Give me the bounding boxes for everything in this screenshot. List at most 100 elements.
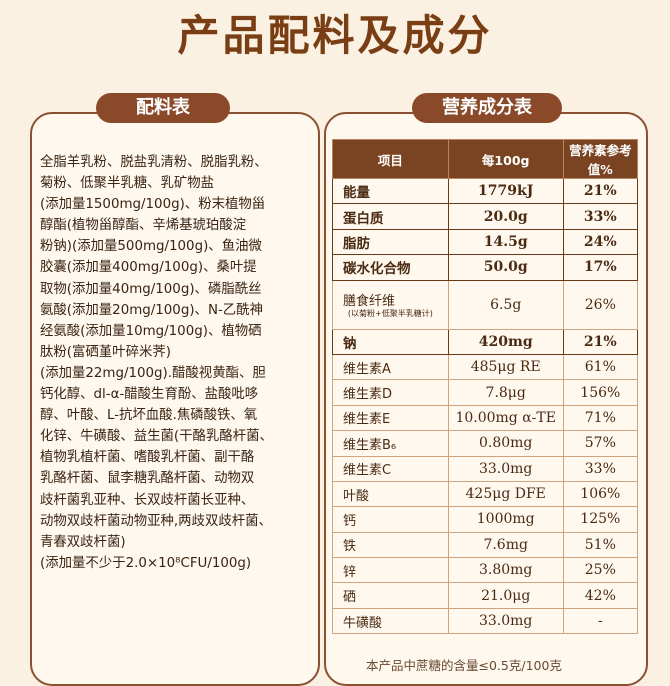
ingredients-line: 醇、叶酸、L-抗坏血酸.焦磷酸铁、氧 — [40, 408, 258, 424]
nutrient-name: 硒 — [332, 582, 449, 609]
nutrient-name-text: 硒 — [343, 590, 357, 606]
nutrient-nrv: 51% — [562, 531, 639, 559]
nutrient-name-text: 牛磺酸 — [343, 615, 383, 631]
ingredients-line: 氨酸(添加量20mg/100g)、N-乙酰神 — [40, 302, 263, 318]
nutrient-name: 维生素C — [332, 455, 449, 482]
nutrient-per100g: 6.5g — [447, 279, 564, 330]
ingredients-line: 粉钠)(添加量500mg/100g)、鱼油微 — [40, 239, 262, 255]
page-title: 产品配料及成分 — [177, 11, 493, 60]
ingredients-line: (添加量1500mg/100g)、粉末植物甾 — [40, 197, 266, 213]
nutrient-per100g: 485μg RE — [447, 353, 564, 381]
nutrient-nrv: 125% — [562, 506, 639, 533]
nutrient-nrv: 71% — [562, 404, 639, 432]
nutrient-name-text: 维生素A — [343, 361, 391, 377]
nutrient-per100g: 425μg DFE — [447, 480, 564, 508]
nutrient-per100g: 7.8μg — [447, 379, 564, 406]
nutrition-table: 项目 每100g 营养素参考值% 能量 1779kJ 21% 蛋白质 20.0g 33% 脂… — [332, 139, 639, 635]
ingredients-header: 配料表 — [96, 93, 230, 123]
nutrient-name-text: 叶酸 — [343, 488, 370, 504]
nutrition-row: 硒 21.0μg 42% — [332, 582, 639, 609]
nutrition-row: 维生素E 10.00mg α-TE 71% — [332, 404, 639, 432]
nutrient-name-text: 蛋白质 — [343, 210, 384, 227]
nutrition-table-header-row: 项目 每100g 营养素参考值% — [332, 139, 639, 179]
nutrient-nrv: 26% — [562, 279, 639, 330]
nutrient-per100g: 33.0mg — [447, 607, 564, 635]
nutrient-name: 蛋白质 — [332, 203, 449, 230]
nutrient-name-text: 维生素D — [343, 387, 393, 403]
nutrition-row: 碳水化合物 50.0g 17% — [332, 254, 639, 281]
ingredients-panel — [30, 112, 320, 686]
ingredients-line: 全脂羊乳粉、脱盐乳清粉、脱脂乳粉、 — [40, 155, 268, 170]
nutrient-per100g: 1000mg — [447, 506, 564, 533]
ingredients-line: 钙化醇、dl-α-醋酸生育酚、盐酸吡哆 — [40, 387, 259, 403]
nutrient-nrv: 24% — [562, 228, 639, 256]
ingredients-line: 醇酯(植物甾醇酯、辛烯基琥珀酸淀 — [40, 218, 247, 234]
ingredients-line: 经氨酸(添加量10mg/100g)、植物硒 — [40, 323, 262, 339]
ingredients-line: 取物(添加量40mg/100g)、磷脂酰丝 — [40, 281, 262, 297]
ingredients-line: 化锌、牛磺酸、益生菌(干酪乳酪杆菌、 — [40, 429, 273, 445]
nutrient-per100g: 0.80mg — [447, 430, 564, 457]
nutrient-name-text: 钙 — [343, 513, 357, 529]
nutrient-name-text: 脂肪 — [343, 235, 370, 252]
ingredients-line: (添加量不少于2.0×10⁸CFU/100g) — [40, 555, 252, 571]
nutrition-row: 维生素D 7.8μg 156% — [332, 379, 639, 406]
ingredients-line: 歧杆菌乳亚种、长双歧杆菌长亚种、 — [40, 492, 255, 508]
nutrient-per100g: 21.0μg — [447, 582, 564, 609]
nutrient-note: (以菊粉+低聚半乳糖计) — [347, 309, 433, 319]
nutrient-per100g: 420mg — [447, 328, 564, 355]
nutrient-name-text: 锌 — [343, 564, 357, 580]
nutrient-per100g: 7.6mg — [447, 531, 564, 559]
nutrition-row: 脂肪 14.5g 24% — [332, 228, 639, 256]
nutrient-per100g: 10.00mg α-TE — [447, 404, 564, 432]
nutrition-header: 营养成分表 — [412, 93, 562, 123]
nutrition-row: 维生素C 33.0mg 33% — [332, 455, 639, 482]
nutrition-row: 钠 420mg 21% — [332, 328, 639, 355]
nutrient-nrv: 21% — [562, 177, 639, 205]
nutrition-row: 钙 1000mg 125% — [332, 506, 639, 533]
nutrient-name-text: 维生素B₆ — [343, 437, 397, 453]
column-header-item: 项目 — [332, 139, 449, 179]
nutrition-row: 叶酸 425μg DFE 106% — [332, 480, 639, 508]
nutrient-name-text: 铁 — [343, 539, 357, 555]
ingredients-text: 全脂羊乳粉、脱盐乳清粉、脱脂乳粉、 菊粉、低聚半乳糖、乳矿物盐 (添加量1500… — [40, 152, 312, 574]
nutrient-name: 钙 — [332, 506, 449, 533]
nutrient-name: 维生素A — [332, 353, 449, 381]
ingredients-line: 胶囊(添加量400mg/100g)、桑叶提 — [40, 260, 257, 276]
nutrient-name: 维生素B₆ — [332, 430, 449, 457]
nutrient-name: 维生素E — [332, 404, 449, 432]
nutrient-name-text: 碳水化合物 — [343, 261, 411, 278]
nutrient-name: 叶酸 — [332, 480, 449, 508]
nutrient-name-text: 维生素E — [343, 412, 391, 428]
nutrition-row: 锌 3.80mg 25% — [332, 557, 639, 584]
nutrient-nrv: 21% — [562, 328, 639, 355]
sugar-footnote: 本产品中蔗糖的含量≤0.5克/100克 — [366, 658, 562, 673]
column-header-nrv: 营养素参考值% — [562, 139, 639, 179]
nutrient-nrv: 25% — [562, 557, 639, 584]
nutrient-nrv: 17% — [562, 254, 639, 281]
ingredients-line: 动物双歧杆菌动物亚种,两歧双歧杆菌、 — [40, 513, 272, 529]
nutrient-name: 脂肪 — [332, 228, 449, 256]
nutrient-nrv: - — [562, 607, 639, 635]
ingredients-line: 青春双歧杆菌) — [40, 534, 126, 550]
nutrient-name: 能量 — [332, 177, 449, 205]
ingredients-line: (添加量22mg/100g).醋酸视黄酯、胆 — [40, 365, 266, 381]
nutrient-name: 维生素D — [332, 379, 449, 406]
nutrient-nrv: 42% — [562, 582, 639, 609]
nutrient-nrv: 106% — [562, 480, 639, 508]
nutrient-name: 膳食纤维 (以菊粉+低聚半乳糖计) — [332, 279, 449, 330]
nutrient-name-text: 钠 — [343, 335, 357, 352]
nutrient-name-text: 能量 — [343, 185, 370, 202]
nutrient-per100g: 33.0mg — [447, 455, 564, 482]
nutrient-per100g: 3.80mg — [447, 557, 564, 584]
nutrient-nrv: 33% — [562, 203, 639, 230]
nutrient-name: 牛磺酸 — [332, 607, 449, 635]
ingredients-line: 植物乳植杆菌、嗜酸乳杆菌、副干酪 — [40, 450, 255, 466]
nutrient-name-text: 维生素C — [343, 463, 392, 479]
nutrient-nrv: 61% — [562, 353, 639, 381]
nutrient-name: 钠 — [332, 328, 449, 355]
nutrition-row: 牛磺酸 33.0mg - — [332, 607, 639, 635]
nutrient-nrv: 33% — [562, 455, 639, 482]
nutrition-row: 维生素A 485μg RE 61% — [332, 353, 639, 381]
nutrition-row: 能量 1779kJ 21% — [332, 177, 639, 205]
nutrient-name: 铁 — [332, 531, 449, 559]
